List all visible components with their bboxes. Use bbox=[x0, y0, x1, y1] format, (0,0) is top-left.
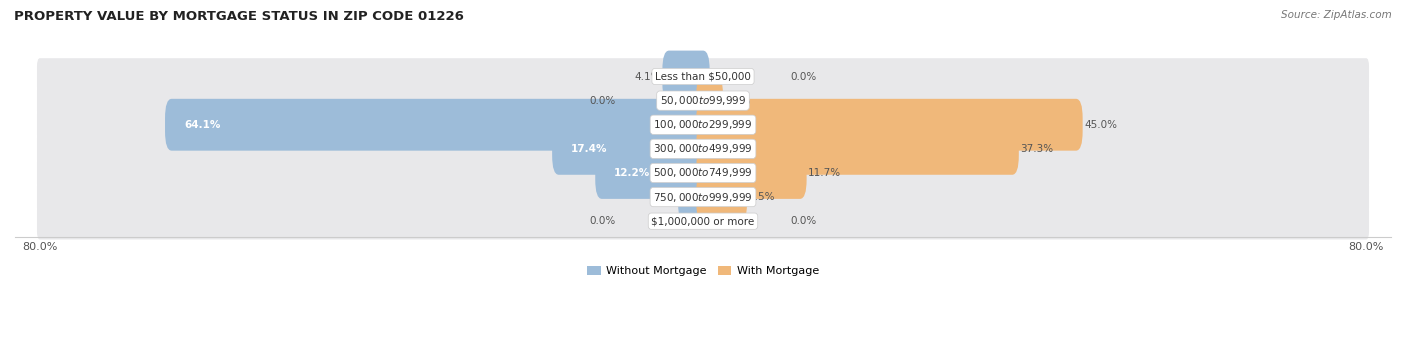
FancyBboxPatch shape bbox=[678, 171, 710, 223]
Text: $750,000 to $999,999: $750,000 to $999,999 bbox=[654, 190, 752, 204]
Text: $100,000 to $299,999: $100,000 to $299,999 bbox=[654, 118, 752, 131]
Text: 37.3%: 37.3% bbox=[1021, 144, 1053, 154]
FancyBboxPatch shape bbox=[37, 106, 1369, 143]
Text: 17.4%: 17.4% bbox=[571, 144, 607, 154]
Text: 0.0%: 0.0% bbox=[589, 96, 616, 106]
FancyBboxPatch shape bbox=[37, 131, 1369, 167]
FancyBboxPatch shape bbox=[37, 58, 1369, 95]
Text: 64.1%: 64.1% bbox=[184, 120, 221, 130]
FancyBboxPatch shape bbox=[696, 147, 807, 199]
Text: 0.0%: 0.0% bbox=[790, 216, 817, 226]
FancyBboxPatch shape bbox=[37, 179, 1369, 216]
Text: 2.2%: 2.2% bbox=[650, 192, 676, 202]
Text: 4.1%: 4.1% bbox=[634, 71, 661, 82]
Text: $1,000,000 or more: $1,000,000 or more bbox=[651, 216, 755, 226]
Text: Less than $50,000: Less than $50,000 bbox=[655, 71, 751, 82]
Text: 1.6%: 1.6% bbox=[724, 96, 751, 106]
Text: 45.0%: 45.0% bbox=[1084, 120, 1118, 130]
FancyBboxPatch shape bbox=[696, 123, 1019, 175]
Text: 4.5%: 4.5% bbox=[748, 192, 775, 202]
Text: 0.0%: 0.0% bbox=[589, 216, 616, 226]
Legend: Without Mortgage, With Mortgage: Without Mortgage, With Mortgage bbox=[582, 261, 824, 280]
FancyBboxPatch shape bbox=[165, 99, 710, 151]
Text: $50,000 to $99,999: $50,000 to $99,999 bbox=[659, 94, 747, 107]
Text: 12.2%: 12.2% bbox=[614, 168, 651, 178]
Text: 0.0%: 0.0% bbox=[790, 71, 817, 82]
FancyBboxPatch shape bbox=[696, 99, 1083, 151]
FancyBboxPatch shape bbox=[696, 171, 747, 223]
Text: $500,000 to $749,999: $500,000 to $749,999 bbox=[654, 167, 752, 180]
FancyBboxPatch shape bbox=[37, 203, 1369, 239]
FancyBboxPatch shape bbox=[696, 75, 723, 126]
Text: $300,000 to $499,999: $300,000 to $499,999 bbox=[654, 142, 752, 155]
FancyBboxPatch shape bbox=[662, 51, 710, 102]
FancyBboxPatch shape bbox=[37, 82, 1369, 119]
FancyBboxPatch shape bbox=[553, 123, 710, 175]
FancyBboxPatch shape bbox=[37, 155, 1369, 191]
Text: Source: ZipAtlas.com: Source: ZipAtlas.com bbox=[1281, 10, 1392, 20]
FancyBboxPatch shape bbox=[595, 147, 710, 199]
Text: 11.7%: 11.7% bbox=[808, 168, 841, 178]
Text: PROPERTY VALUE BY MORTGAGE STATUS IN ZIP CODE 01226: PROPERTY VALUE BY MORTGAGE STATUS IN ZIP… bbox=[14, 10, 464, 23]
